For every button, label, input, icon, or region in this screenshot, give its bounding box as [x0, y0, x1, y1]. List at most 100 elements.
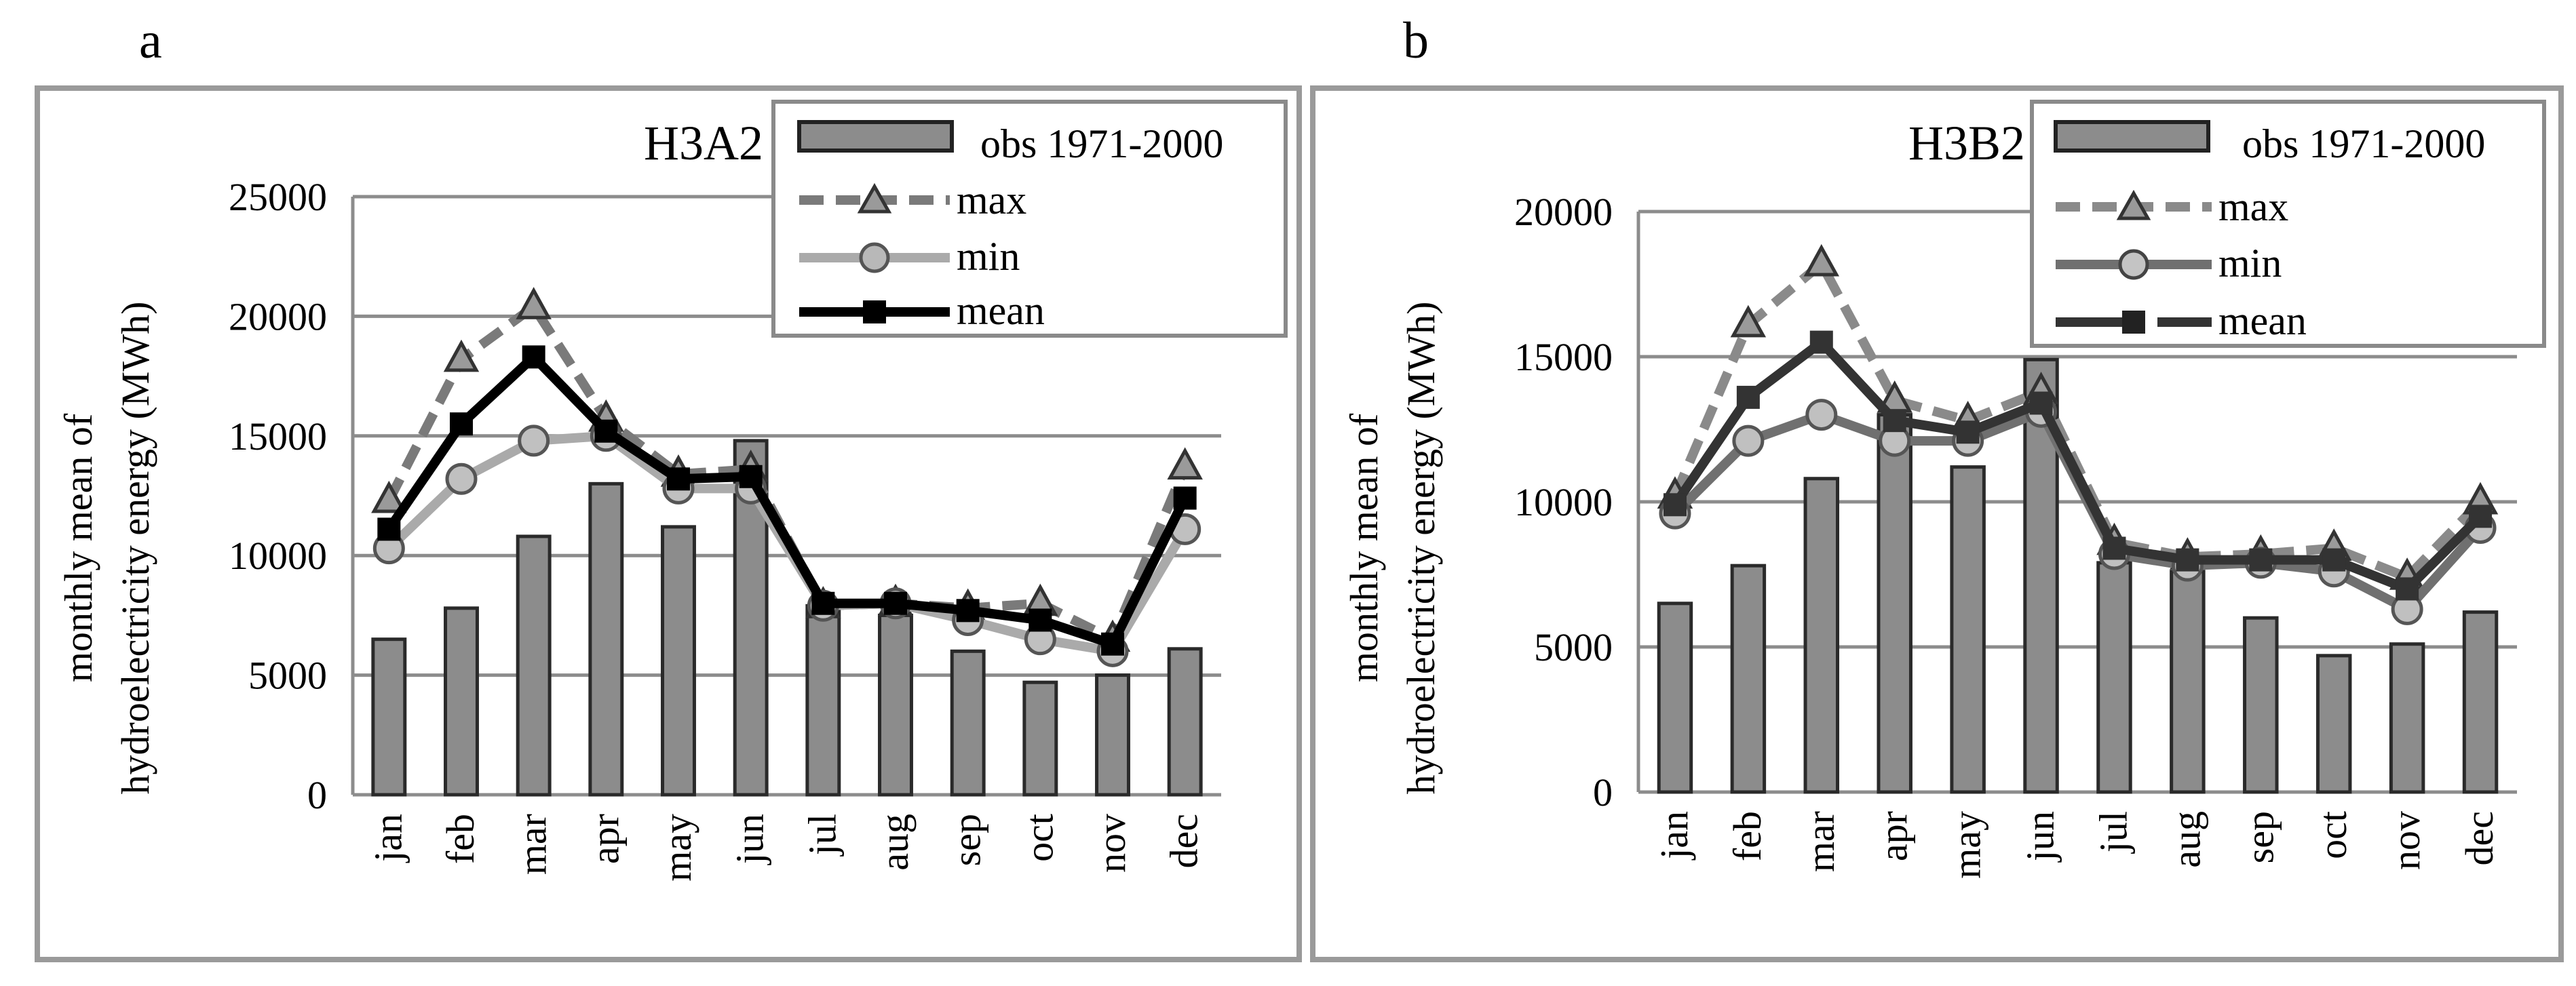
marker-mean-may	[667, 467, 690, 491]
marker-mean-jan	[377, 517, 401, 541]
x-tick-label: jun	[2018, 811, 2062, 863]
marker-min-mar	[518, 425, 550, 457]
legend-item-min: min	[799, 234, 1020, 279]
bar-obs-aug	[878, 613, 913, 797]
marker-mean-mar	[1809, 330, 1833, 354]
marker-mean-aug	[2176, 548, 2199, 572]
legend-item-max: max	[799, 178, 1026, 222]
bar-obs-jul	[2096, 561, 2132, 794]
legend-item-min: min	[2056, 241, 2282, 285]
marker-min-feb	[1732, 425, 1765, 457]
legend-item-max: max	[2056, 184, 2288, 229]
marker-max-mar	[516, 287, 552, 319]
series-line-mean	[385, 352, 1189, 649]
legend-marker-min	[859, 242, 890, 273]
legend-label-min: min	[2218, 241, 2282, 285]
y-tick-label: 20000	[1514, 190, 1613, 234]
x-tick-label: sep	[2237, 811, 2282, 863]
marker-max-feb	[443, 339, 480, 372]
y-tick-label: 15000	[229, 414, 327, 458]
y-axis-title-line-2: hydroelectricity energy (MWh)	[1399, 302, 1443, 795]
x-tick-label: apr	[583, 814, 627, 864]
legend-label-bars: obs 1971-2000	[980, 121, 1223, 166]
x-tick-label: may	[655, 814, 699, 882]
legend-label-max: max	[2218, 184, 2288, 229]
bar-obs-oct	[2315, 654, 2352, 794]
y-tick-label: 5000	[248, 654, 327, 698]
legend: obs 1971-2000 max min mean	[771, 100, 1288, 338]
legend-label-mean: mean	[2218, 298, 2307, 343]
marker-mean-feb	[1736, 385, 1760, 409]
panel-b: b 0 5000 10000 15000 20000 jan feb mar apr may jun…	[1310, 12, 2564, 962]
x-tick-label: mar	[1799, 811, 1843, 872]
marker-min-mar	[1805, 399, 1838, 431]
x-tick-label: feb	[438, 814, 482, 864]
panel-frame	[1310, 85, 2564, 962]
marker-min-feb	[445, 462, 478, 495]
marker-mean-apr	[1883, 409, 1906, 433]
marker-mean-jun	[2029, 391, 2053, 415]
marker-max-dec	[1167, 447, 1203, 480]
bar-obs-mar	[1803, 477, 1840, 794]
y-tick-label: 10000	[229, 534, 327, 578]
y-tick-label: 20000	[229, 294, 327, 338]
legend-label-mean: mean	[957, 288, 1045, 333]
x-tick-label: aug	[872, 814, 917, 871]
bar-obs-nov	[2389, 642, 2425, 794]
legend-marker-mean	[863, 300, 886, 323]
y-tick-label: 15000	[1514, 335, 1613, 379]
plot-area: 0 5000 10000 15000 20000 jan feb mar apr may jun ju…	[1514, 190, 2517, 879]
marker-mean-nov	[1101, 632, 1124, 656]
marker-max-jan	[371, 480, 407, 513]
bar-obs-dec	[1167, 647, 1203, 797]
x-tick-label: aug	[2164, 811, 2208, 868]
x-tick-label: jun	[728, 814, 772, 865]
marker-mean-nov	[2396, 577, 2419, 601]
y-tick-label: 0	[307, 773, 327, 817]
series-line-mean	[1671, 337, 2484, 594]
legend-item-mean: mean	[799, 288, 1045, 333]
y-tick-label: 25000	[229, 175, 327, 219]
marker-mean-sep	[2249, 548, 2273, 572]
legend-marker-max	[2116, 189, 2151, 220]
x-tick-label: nov	[2384, 811, 2428, 870]
y-tick-label: 10000	[1514, 480, 1613, 524]
bar-obs-oct	[1022, 680, 1058, 797]
y-axis-title-line-2: hydroelectricity energy (MWh)	[113, 302, 157, 795]
bar-obs-may	[1950, 465, 1986, 794]
bar-obs-aug	[2170, 570, 2206, 794]
marker-max-mar	[1803, 243, 1840, 277]
bar-obs-feb	[444, 606, 479, 797]
marker-mean-oct	[1029, 608, 1052, 632]
x-tick-label: jan	[1652, 811, 1696, 861]
marker-mean-feb	[450, 412, 473, 436]
legend-swatch-bars	[797, 120, 954, 153]
legend-label-max: max	[957, 178, 1026, 222]
bar-obs-dec	[2462, 610, 2499, 794]
bar-obs-feb	[1730, 564, 1767, 794]
x-tick-label: dec	[2457, 811, 2501, 866]
x-tick-label: oct	[1017, 814, 1061, 862]
legend-marker-mean	[2122, 311, 2145, 334]
x-tick-label: jul	[800, 814, 844, 856]
legend-item-mean: mean	[2056, 298, 2307, 343]
marker-mean-may	[1956, 420, 1980, 444]
bar-obs-sep	[2243, 616, 2279, 794]
x-tick-label: oct	[2311, 811, 2355, 859]
legend-marker-max	[857, 182, 892, 214]
legend-label-min: min	[957, 234, 1020, 279]
x-tick-label: sep	[945, 814, 989, 866]
marker-mean-jun	[739, 465, 763, 488]
x-tick-label: apr	[1872, 811, 1916, 861]
chart-title: H3B2	[1908, 116, 2025, 170]
y-axis-title-line-1: monthly mean of	[56, 413, 100, 682]
marker-mean-dec	[2469, 505, 2493, 528]
panel-letter: b	[1403, 12, 1429, 69]
legend-item-bars: obs 1971-2000	[2054, 120, 2485, 166]
chart-title: H3A2	[644, 116, 763, 170]
marker-mean-dec	[1173, 486, 1197, 510]
marker-mean-jul	[811, 591, 835, 615]
y-tick-label: 0	[1593, 770, 1613, 814]
